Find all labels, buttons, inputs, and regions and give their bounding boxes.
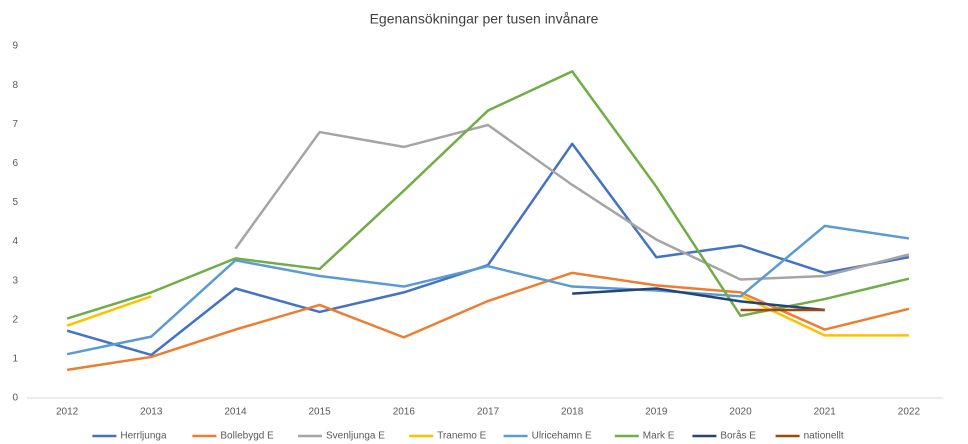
legend-label: Mark E (643, 431, 675, 442)
x-tick-label: 2018 (561, 407, 584, 418)
series-line (234, 123, 910, 281)
legend-label: Tranemo E (437, 431, 486, 442)
y-tick-label: 1 (12, 354, 18, 365)
legend-label: Herrljunga (120, 431, 167, 442)
y-tick-label: 4 (12, 236, 18, 247)
y-tick-label: 9 (12, 41, 18, 52)
y-tick-label: 3 (12, 275, 18, 286)
legend-label: Svenljunga E (326, 431, 385, 442)
legend-label: Ulricehamn E (532, 431, 592, 442)
legend-label: Borås E (720, 430, 756, 442)
x-tick-label: 2013 (140, 407, 163, 418)
y-tick-label: 8 (12, 80, 18, 91)
series-line (66, 142, 910, 357)
y-tick-label: 2 (12, 314, 18, 325)
y-tick-label: 7 (12, 119, 18, 130)
legend-label: nationellt (804, 431, 844, 442)
series-line (66, 224, 910, 356)
x-tick-label: 2021 (814, 407, 837, 418)
y-tick-label: 6 (12, 158, 18, 169)
x-tick-label: 2014 (224, 407, 247, 418)
chart-title: Egenansökningar per tusen invånare (370, 11, 599, 27)
x-tick-label: 2012 (56, 407, 79, 418)
y-tick-label: 0 (12, 393, 18, 404)
x-tick-label: 2016 (393, 407, 416, 418)
x-tick-label: 2020 (729, 407, 752, 418)
x-tick-label: 2017 (477, 407, 500, 418)
legend-label: Bollebygd E (220, 431, 274, 442)
x-tick-label: 2022 (898, 407, 921, 418)
x-tick-label: 2019 (645, 407, 668, 418)
x-tick-label: 2015 (309, 407, 332, 418)
y-tick-label: 5 (12, 197, 18, 208)
series-line (572, 287, 825, 312)
series-line (66, 70, 910, 320)
